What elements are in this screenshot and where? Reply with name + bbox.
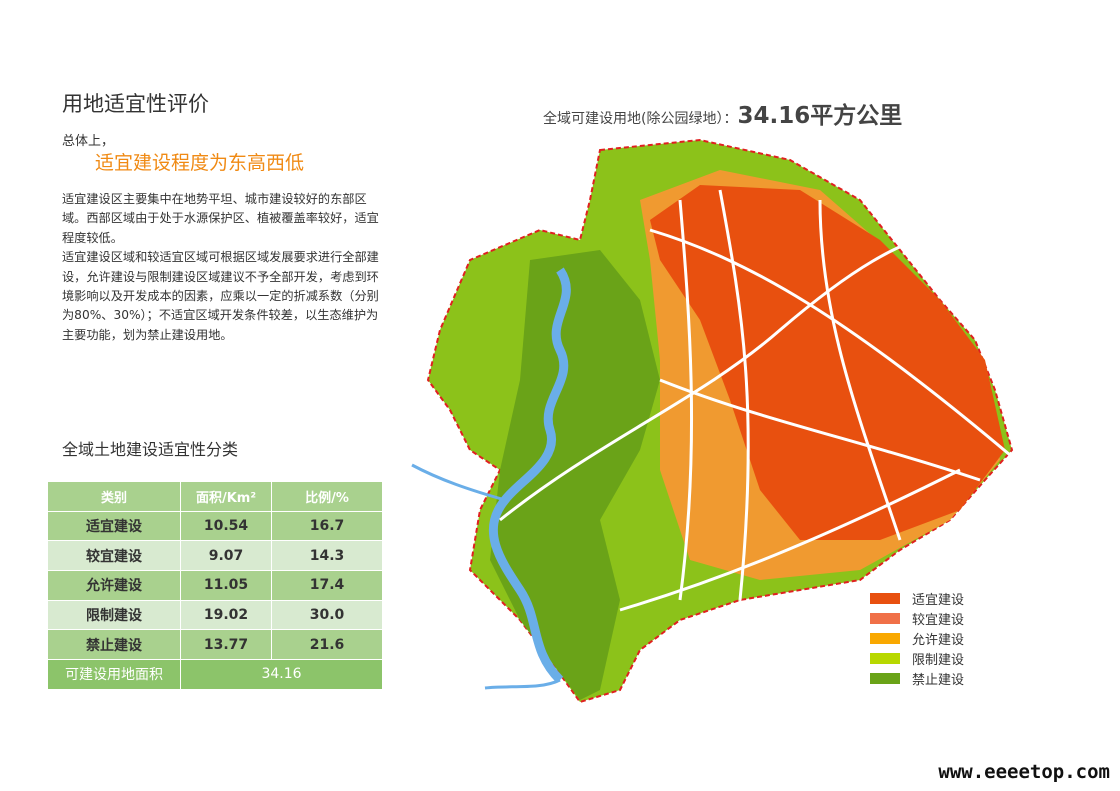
table-cell: 9.07 xyxy=(180,540,272,572)
table-cell: 11.05 xyxy=(180,570,272,601)
table-cell: 允许建设 xyxy=(47,570,181,601)
table-title: 全域土地建设适宜性分类 xyxy=(62,440,239,459)
table-row: 适宜建设 10.54 16.7 xyxy=(47,510,383,542)
table-cell: 可建设用地面积 xyxy=(47,659,181,690)
map-label: 全域可建设用地(除公园绿地）： xyxy=(543,111,738,127)
table-row: 限制建设 19.02 30.0 xyxy=(47,599,383,631)
table-cell: 17.4 xyxy=(271,570,383,601)
table-cell: 较宜建设 xyxy=(47,540,181,572)
legend-label: 较宜建设 xyxy=(912,612,965,628)
legend-label: 禁止建设 xyxy=(912,672,965,688)
legend-item: 限制建设 xyxy=(870,648,964,668)
legend-item: 禁止建设 xyxy=(870,668,964,688)
highlight: 适宜建设程度为东高西低 xyxy=(95,152,305,174)
title: 用地适宜性评价 xyxy=(62,92,209,116)
intro: 总体上， xyxy=(62,134,115,149)
lake xyxy=(488,267,571,684)
table-cell: 30.0 xyxy=(271,599,383,631)
table-footer: 可建设用地面积 34.16 xyxy=(47,659,383,690)
paragraph: 适宜建设区域和较适宜区域可根据区域发展要求进行全部建设，允许建设与限制建设区域建… xyxy=(62,250,379,342)
legend-item: 适宜建设 xyxy=(870,588,964,608)
table-cell: 限制建设 xyxy=(47,599,181,631)
roads xyxy=(499,189,1011,612)
table-cell: 适宜建设 xyxy=(47,510,181,542)
table-header: 类别 面积/Km² 比例/% xyxy=(47,481,383,512)
map-header: 全域可建设用地(除公园绿地）：34.16平方公里 xyxy=(543,96,902,130)
river xyxy=(411,463,561,690)
table-row: 禁止建设 13.77 21.6 xyxy=(47,629,383,661)
legend-swatch xyxy=(870,632,900,644)
legend-label: 限制建设 xyxy=(912,652,965,668)
table: 类别 面积/Km² 比例/% 适宜建设 10.54 16.7 较宜建设 9.07 14.3 允许建… xyxy=(47,481,383,690)
map-value: 34.16平方公里 xyxy=(737,103,903,129)
legend-item: 较宜建设 xyxy=(870,608,964,628)
watermark: www.eeeetop.com xyxy=(938,761,1110,783)
table-cell: 类别 xyxy=(47,481,181,512)
legend-swatch xyxy=(870,592,900,604)
table-cell: 19.02 xyxy=(180,599,272,631)
table-cell: 10.54 xyxy=(180,510,272,542)
legend-swatch xyxy=(870,612,900,624)
legend-item: 允许建设 xyxy=(870,628,964,648)
description: 适宜建设区主要集中在地势平坦、城市建设较好的东部区域。西部区域由于处于水源保护区… xyxy=(62,190,380,345)
legend-swatch xyxy=(870,672,900,684)
table-cell: 禁止建设 xyxy=(47,629,181,661)
legend-label: 适宜建设 xyxy=(912,592,965,608)
urban-zone xyxy=(650,185,1005,540)
table-cell: 21.6 xyxy=(271,629,383,661)
table-cell: 16.7 xyxy=(271,510,383,542)
legend-swatch xyxy=(870,652,900,664)
forest-zone xyxy=(490,250,660,700)
table-cell: 面积/Km² xyxy=(180,481,272,512)
paragraph: 适宜建设区主要集中在地势平坦、城市建设较好的东部区域。西部区域由于处于水源保护区… xyxy=(62,192,379,245)
table-cell: 14.3 xyxy=(271,540,383,572)
table-row: 允许建设 11.05 17.4 xyxy=(47,570,383,601)
table-cell: 34.16 xyxy=(180,659,383,690)
table-cell: 13.77 xyxy=(180,629,272,661)
legend-label: 允许建设 xyxy=(912,632,965,648)
table-cell: 比例/% xyxy=(271,481,383,512)
table-row: 较宜建设 9.07 14.3 xyxy=(47,540,383,572)
legend: 适宜建设较宜建设允许建设限制建设禁止建设 xyxy=(870,588,964,688)
